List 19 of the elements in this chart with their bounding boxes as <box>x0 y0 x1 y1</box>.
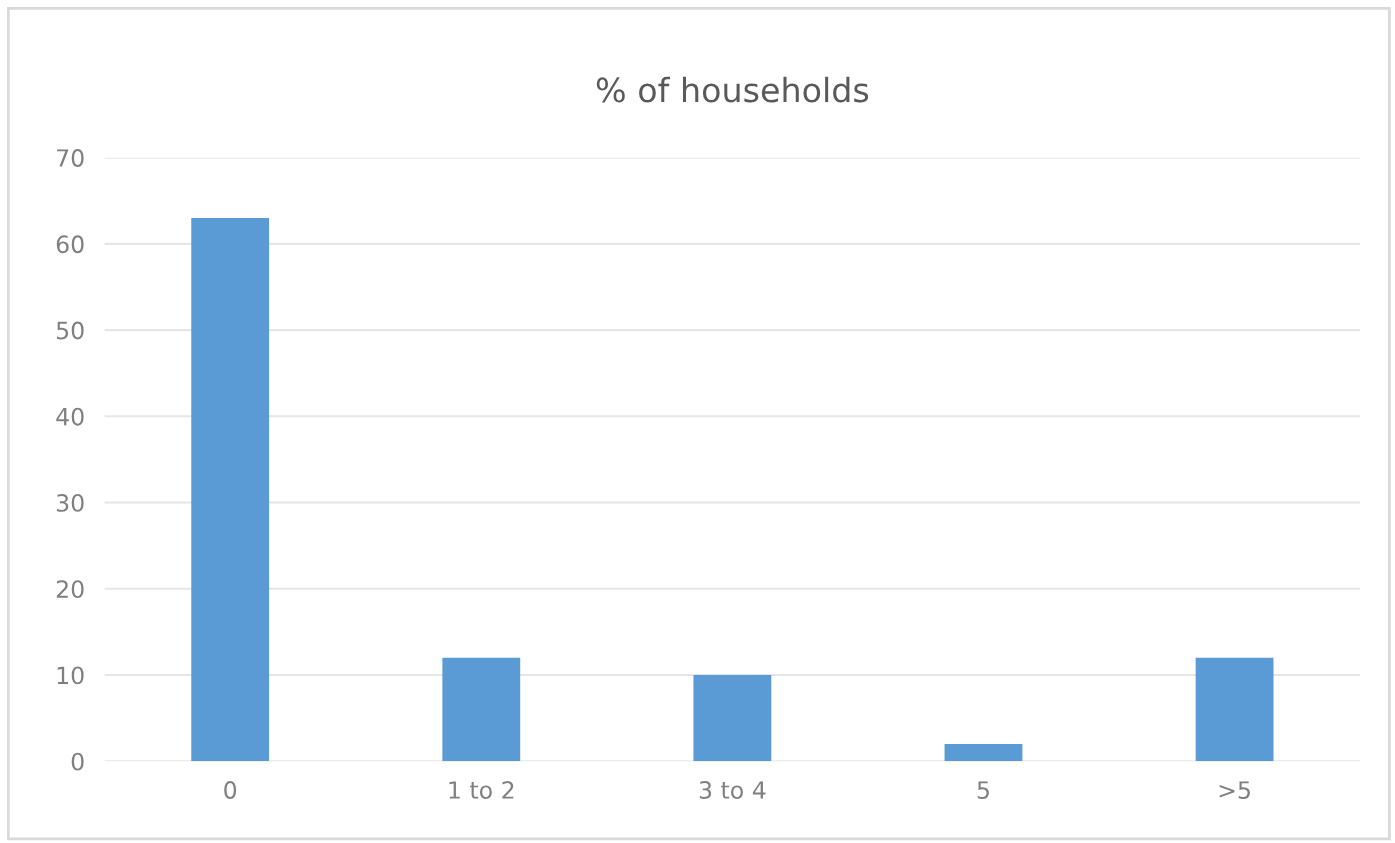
chart-title: % of households <box>596 76 869 103</box>
x-tick-label: >5 <box>1219 781 1250 799</box>
y-tick-label: 60 <box>56 235 84 254</box>
y-tick-label: 10 <box>57 666 84 685</box>
x-tick-label: 3 to 4 <box>699 781 766 799</box>
y-tick-label: 0 <box>71 752 84 771</box>
y-tick-label: 20 <box>56 580 84 599</box>
x-tick-label: 0 <box>224 781 237 799</box>
y-tick-label: 40 <box>56 407 84 426</box>
bar <box>442 657 521 762</box>
bar <box>693 675 772 762</box>
bar <box>191 218 270 762</box>
y-tick-label: 30 <box>56 493 84 512</box>
x-tick-label: 1 to 2 <box>449 781 514 799</box>
y-tick-label: 50 <box>56 321 84 340</box>
y-tick-label: 70 <box>57 149 84 167</box>
x-tick-label: 5 <box>977 781 989 799</box>
bar <box>1195 657 1274 762</box>
bar <box>944 743 1023 762</box>
